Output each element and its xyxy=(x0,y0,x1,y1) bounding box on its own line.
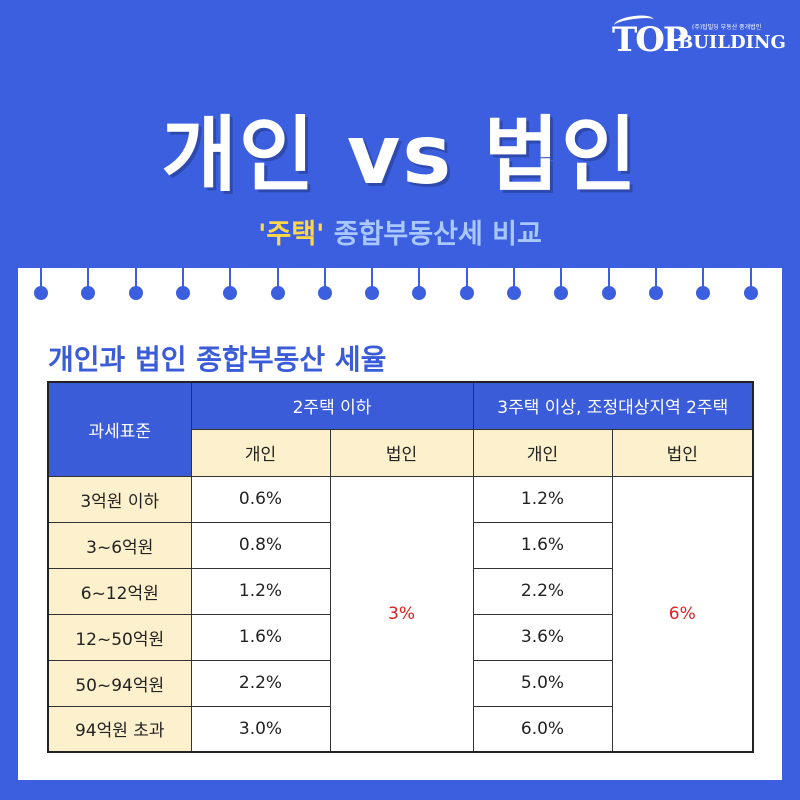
binder-hole-icon xyxy=(507,286,521,300)
page-subtitle: '주택' 종합부동산세 비교 xyxy=(0,212,800,251)
header-g2-individual: 개인 xyxy=(472,428,613,477)
rate-cell: 2.2% xyxy=(190,659,331,707)
rate-cell: 5.0% xyxy=(472,659,613,707)
rate-cell: 3.0% xyxy=(190,705,331,753)
corporate-rate-g2: 6% xyxy=(611,475,754,753)
binder-hole-icon xyxy=(648,286,663,300)
table-row: 6~12억원 1.2% 2.2% xyxy=(47,567,753,615)
header-g1-corporate: 법인 xyxy=(329,428,474,477)
binder-hole-icon xyxy=(601,286,616,300)
binder-hole-icon xyxy=(365,286,380,300)
rate-cell: 1.2% xyxy=(472,475,613,523)
binder-hole-icon xyxy=(128,286,143,300)
rate-cell: 6.0% xyxy=(472,705,613,753)
section-title: 개인과 법인 종합부동산 세율 xyxy=(48,343,387,376)
bracket-cell: 94억원 초과 xyxy=(47,705,192,753)
binder-hole-icon xyxy=(696,286,711,300)
binder-post xyxy=(371,268,374,290)
binder-post xyxy=(229,268,232,290)
rate-cell: 1.6% xyxy=(190,613,331,661)
binder-post xyxy=(560,268,563,290)
header-group-1: 2주택 이하 xyxy=(190,381,474,430)
binder-post xyxy=(607,268,610,290)
binder-post xyxy=(654,268,657,290)
rate-cell: 1.2% xyxy=(190,567,331,615)
binder-post xyxy=(418,268,421,290)
subtitle-highlight: '주택' xyxy=(258,219,325,250)
bracket-cell: 3억원 이하 xyxy=(47,475,192,523)
rate-cell: 0.6% xyxy=(190,475,331,523)
binder-post xyxy=(323,268,326,290)
header-g1-individual: 개인 xyxy=(190,428,331,477)
binder-post xyxy=(40,268,42,290)
binder-hole-icon xyxy=(317,286,332,300)
binder-post xyxy=(702,268,705,290)
binder-hole-icon xyxy=(270,286,285,300)
rate-cell: 2.2% xyxy=(472,567,613,615)
corporate-rate-g1: 3% xyxy=(329,475,474,753)
bracket-cell: 50~94억원 xyxy=(47,659,192,707)
header-group-2: 3주택 이상, 조정대상지역 2주택 xyxy=(472,381,754,430)
binder-hole-icon xyxy=(81,286,96,300)
binder-hole-icon xyxy=(34,286,48,300)
binder-post xyxy=(87,268,90,290)
table-row: 3억원 이하 0.6% 3% 1.2% 6% xyxy=(47,475,754,753)
table-row: 12~50억원 1.6% 3.6% xyxy=(47,613,753,661)
table-row: 94억원 초과 3.0% 6.0% xyxy=(47,705,753,753)
binder-post xyxy=(465,268,468,290)
binder-hole-icon xyxy=(412,286,427,300)
rate-cell: 3.6% xyxy=(472,613,613,661)
bracket-cell: 12~50억원 xyxy=(47,613,192,661)
header-g2-corporate: 법인 xyxy=(611,428,754,477)
binder-hole-icon xyxy=(459,286,474,300)
logo-word: BUILDING xyxy=(678,32,786,53)
company-logo: TOP (주)탑빌딩 부동산 중개법인 BUILDING xyxy=(612,13,786,60)
tax-rate-table: 과세표준 2주택 이하 3주택 이상, 조정대상지역 2주택 개인 법인 개인 … xyxy=(47,381,754,753)
rate-cell: 0.8% xyxy=(190,521,331,569)
binder-post xyxy=(181,268,184,290)
binder-hole-icon xyxy=(175,286,190,300)
binder-post xyxy=(513,268,515,290)
header-corner: 과세표준 xyxy=(47,381,192,477)
binder-hole-icon xyxy=(223,286,238,300)
table-row: 3~6억원 0.8% 1.6% xyxy=(47,521,753,569)
binder-post xyxy=(749,268,752,290)
rate-cell: 1.6% xyxy=(472,521,613,569)
binder-hole-icon xyxy=(743,286,758,300)
logo-tagline: (주)탑빌딩 부동산 중개법인 xyxy=(692,24,762,31)
binder-hole-icon xyxy=(554,286,569,300)
binder-post xyxy=(276,268,279,290)
table-row: 50~94억원 2.2% 5.0% xyxy=(47,659,753,707)
bracket-cell: 6~12억원 xyxy=(47,567,192,615)
notepad-card: 개인과 법인 종합부동산 세율 과세표준 2주택 이하 3주택 이상, 조정대상… xyxy=(18,268,782,780)
bracket-cell: 3~6억원 xyxy=(47,521,192,569)
subtitle-rest: 종합부동산세 비교 xyxy=(324,219,542,250)
logo-mark: TOP xyxy=(612,20,688,60)
page-title: 개인 vs 법인 xyxy=(161,108,639,203)
binder-post xyxy=(134,268,137,290)
